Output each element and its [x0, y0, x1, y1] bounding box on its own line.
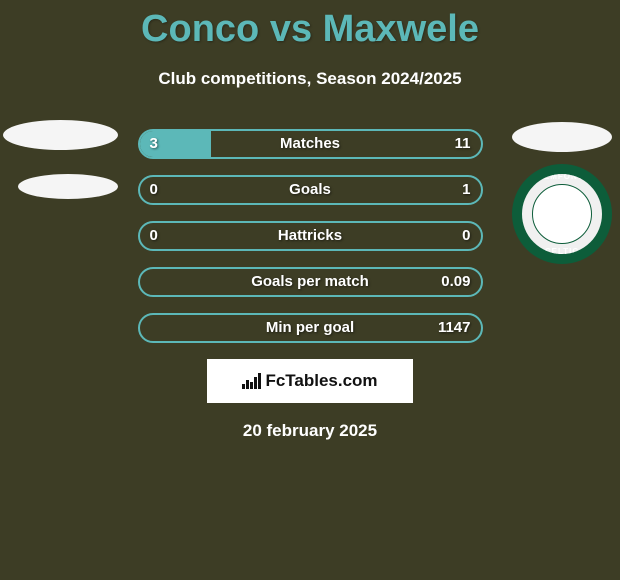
- player-left-avatar-group: [0, 120, 118, 199]
- stat-label: Hattricks: [140, 223, 481, 249]
- stat-row-goals-per-match: Goals per match 0.09: [138, 267, 483, 297]
- date-label: 20 february 2025: [0, 421, 620, 441]
- stat-label: Goals: [140, 177, 481, 203]
- club-logo-bloemfontein-celtic: BLOEMFONTEIN CELTIC: [512, 164, 612, 264]
- stat-row-min-per-goal: Min per goal 1147: [138, 313, 483, 343]
- stat-right-value: 11: [455, 131, 471, 157]
- club-logo-text: CELTIC: [522, 247, 602, 256]
- fctables-label: FcTables.com: [265, 371, 377, 391]
- stats-container: 3 Matches 11 0 Goals 1 0 Hattricks 0 Goa…: [138, 129, 483, 343]
- page-title: Conco vs Maxwele: [0, 0, 620, 51]
- stat-label: Matches: [140, 131, 481, 157]
- stat-right-value: 1147: [438, 315, 471, 341]
- stat-row-goals: 0 Goals 1: [138, 175, 483, 205]
- stat-label: Goals per match: [140, 269, 481, 295]
- ellipse-placeholder: [512, 122, 612, 152]
- stat-row-hattricks: 0 Hattricks 0: [138, 221, 483, 251]
- stat-right-value: 0: [462, 223, 470, 249]
- club-logo-inner: [532, 184, 592, 244]
- club-logo-text: BLOEMFONTEIN: [522, 172, 602, 181]
- ellipse-placeholder: [18, 174, 118, 199]
- subtitle: Club competitions, Season 2024/2025: [0, 69, 620, 89]
- ellipse-placeholder: [3, 120, 118, 150]
- player-right-avatar-group: BLOEMFONTEIN CELTIC: [512, 122, 612, 264]
- stat-label: Min per goal: [140, 315, 481, 341]
- fctables-badge[interactable]: FcTables.com: [207, 359, 413, 403]
- stat-right-value: 0.09: [441, 269, 470, 295]
- bar-chart-icon: [242, 373, 261, 389]
- stat-right-value: 1: [462, 177, 470, 203]
- stat-row-matches: 3 Matches 11: [138, 129, 483, 159]
